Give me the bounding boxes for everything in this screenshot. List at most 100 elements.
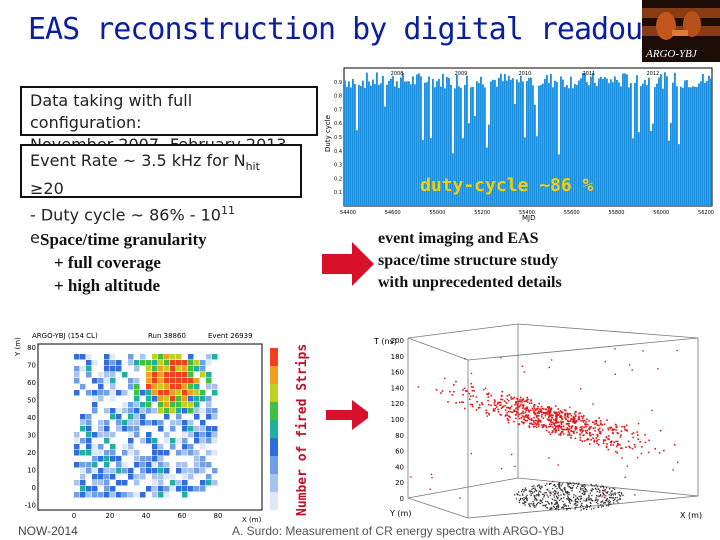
scatter-point (528, 426, 531, 429)
projection-point (585, 499, 588, 501)
projection-point (583, 492, 585, 494)
scatter-point (581, 431, 583, 434)
scatter-point (544, 414, 547, 417)
projection-point (560, 494, 562, 496)
heatmap-cell (206, 372, 212, 378)
duty-bar (674, 72, 676, 206)
scatter-point (470, 452, 473, 455)
heatmap-cell (164, 474, 170, 480)
heatmap-cell (134, 390, 140, 396)
heatmap-cell (146, 408, 152, 414)
scatter-point (537, 405, 539, 408)
heatmap-cell (74, 492, 80, 498)
projection-point (597, 495, 599, 497)
heatmap-cell (164, 468, 170, 474)
duty-x-tick: 55200 (474, 210, 490, 216)
projection-point (524, 504, 526, 506)
heatmap-cell (170, 360, 176, 366)
duty-x-tick: 55800 (609, 210, 625, 216)
heatmap-cell (206, 438, 212, 444)
scatter-point (590, 434, 592, 437)
scatter-point (583, 419, 586, 422)
granularity-text: Space/time granularity + full coverage +… (40, 228, 312, 308)
heatmap-cell (122, 480, 128, 486)
projection-point (581, 502, 583, 505)
scatter-point (503, 400, 506, 402)
projection-point (557, 491, 559, 493)
projection-point (577, 501, 579, 504)
scatter-point (599, 420, 602, 422)
projection-point (606, 504, 608, 507)
scatter-point (570, 430, 573, 432)
projection-point (619, 498, 621, 500)
projection-point (589, 492, 591, 494)
projection-point (591, 488, 593, 490)
projection-point (567, 496, 570, 499)
scatter-point (520, 416, 523, 419)
projection-point (558, 505, 560, 507)
scatter-point (501, 398, 504, 401)
scatter-point (554, 430, 557, 433)
duty-bar (584, 73, 586, 206)
projection-point (584, 488, 587, 491)
duty-bar (694, 86, 696, 206)
projection-point (549, 482, 551, 485)
scatter-point (525, 399, 528, 402)
duty-x-tick: 56000 (653, 210, 669, 216)
projection-point (530, 490, 532, 492)
duty-bar (462, 138, 464, 206)
duty-bar (394, 86, 396, 206)
projection-point (544, 492, 546, 494)
duty-bar (398, 87, 400, 206)
duty-bar (678, 144, 680, 206)
projection-point (551, 502, 553, 505)
heatmap-cell (140, 468, 146, 474)
scatter-point (431, 476, 433, 479)
heatmap-cell (104, 378, 110, 384)
projection-point (605, 495, 607, 497)
heatmap-cell (128, 426, 134, 432)
heatmap-cell (152, 408, 158, 414)
scatter-point (524, 415, 526, 418)
heatmap-cell (104, 372, 110, 378)
scatter-point (615, 429, 617, 431)
heatmap-cell (86, 426, 92, 432)
heatmap-cell (128, 474, 134, 480)
duty-bar (556, 82, 558, 206)
projection-point (569, 498, 572, 501)
projection-point (537, 484, 539, 487)
heatmap-cell (212, 468, 218, 474)
heatmap-cell (158, 378, 164, 384)
duty-top-tick: 2012 (647, 71, 660, 77)
projection-point (586, 508, 588, 510)
projection-point (602, 490, 605, 492)
projection-point (532, 504, 534, 507)
heatmap-cell (122, 408, 128, 414)
projection-point (597, 503, 599, 505)
heatmap-y-tick: 60 (27, 379, 36, 387)
duty-bar (660, 74, 662, 206)
scatter-point (523, 371, 525, 373)
heatmap-cell (134, 492, 140, 498)
scatter-point (579, 436, 582, 439)
scatter-point (636, 434, 639, 436)
projection-point (538, 492, 540, 494)
scatter-point (530, 419, 533, 422)
duty-bar (662, 88, 664, 206)
scatter-point (526, 407, 529, 410)
projection-point (599, 489, 601, 492)
scatter-point (553, 418, 555, 421)
scatter-point (625, 424, 628, 427)
heatmap-cell (116, 420, 122, 426)
scatter-point (506, 395, 509, 397)
duty-bar (560, 76, 562, 207)
projection-point (577, 497, 579, 500)
heatmap-cell (182, 468, 188, 474)
scatter-xlabel: X (m) (680, 511, 702, 520)
duty-bar (566, 85, 568, 206)
duty-bar (576, 84, 578, 206)
projection-point (526, 499, 528, 501)
scatter-point (569, 412, 571, 415)
heatmap-cell (158, 468, 164, 474)
heatmap-cell (182, 402, 188, 408)
